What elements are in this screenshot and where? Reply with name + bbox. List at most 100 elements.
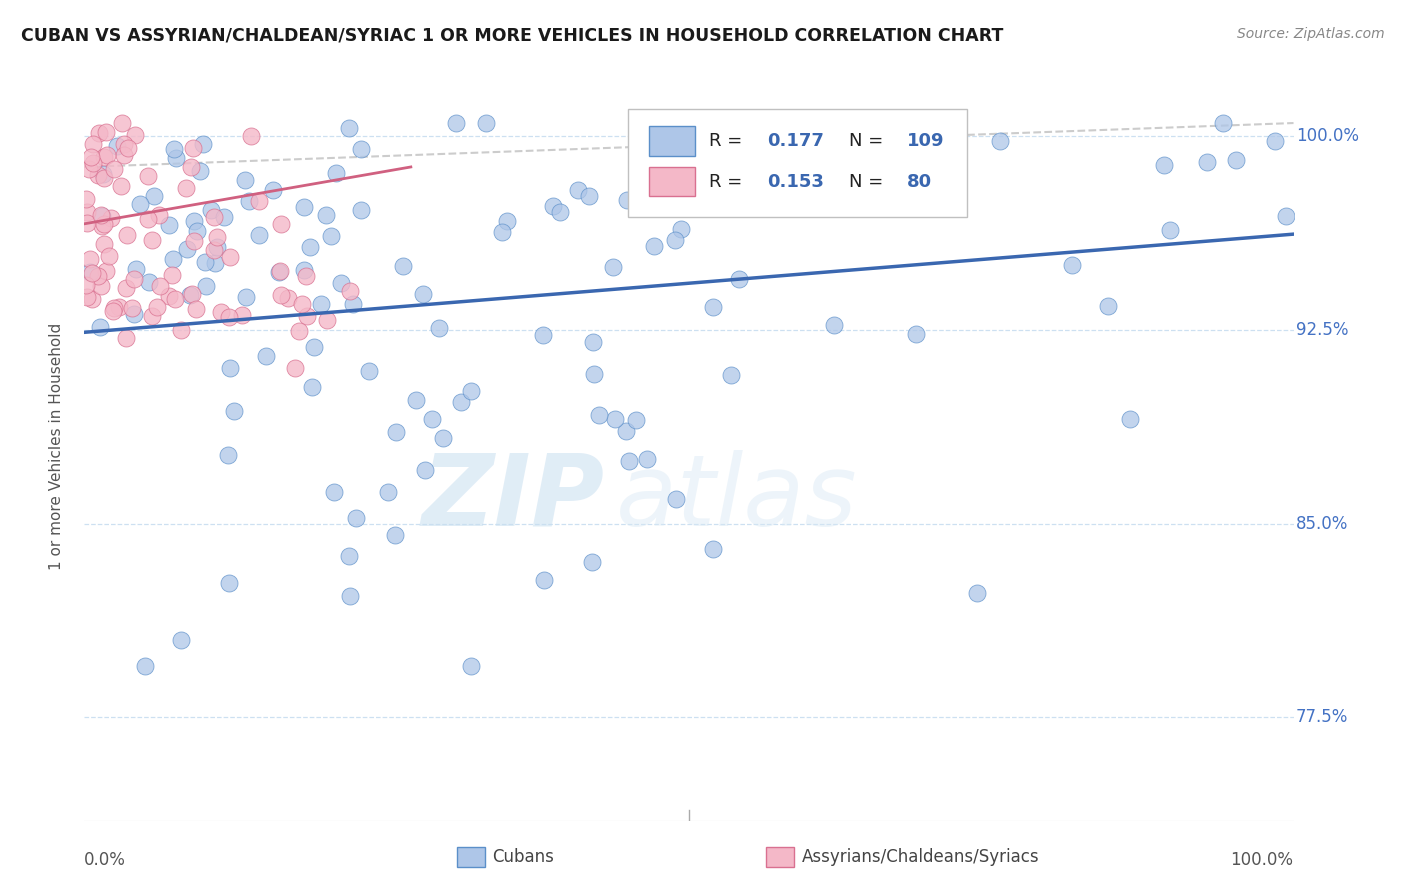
Point: [337, 120, 360, 135]
Point: [247, 194, 270, 209]
Point: [339, 589, 361, 603]
Point: [205, 239, 228, 253]
Point: [76, 290, 98, 304]
Text: 0.177: 0.177: [768, 132, 824, 150]
Point: [664, 162, 686, 177]
Point: [218, 250, 240, 264]
Point: [112, 136, 135, 151]
Point: [1153, 158, 1175, 172]
Point: [209, 304, 232, 318]
Point: [988, 135, 1011, 149]
Point: [93, 218, 115, 232]
Point: [412, 286, 434, 301]
Point: [183, 235, 205, 249]
Point: [384, 425, 406, 439]
Point: [846, 116, 869, 130]
Point: [93, 170, 115, 185]
Point: [339, 284, 361, 298]
Point: [218, 361, 240, 376]
Point: [103, 162, 125, 177]
Text: Cubans: Cubans: [492, 848, 554, 866]
Point: [309, 297, 332, 311]
Point: [87, 168, 110, 182]
Point: [176, 242, 198, 256]
Point: [578, 188, 600, 202]
Point: [384, 527, 406, 541]
Point: [82, 156, 104, 170]
Point: [460, 658, 482, 673]
Point: [1118, 412, 1140, 426]
Text: CUBAN VS ASSYRIAN/CHALDEAN/SYRIAC 1 OR MORE VEHICLES IN HOUSEHOLD CORRELATION CH: CUBAN VS ASSYRIAN/CHALDEAN/SYRIAC 1 OR M…: [21, 27, 1004, 45]
Point: [602, 260, 624, 275]
Point: [105, 139, 128, 153]
Point: [179, 288, 201, 302]
Point: [162, 252, 184, 266]
Text: 85.0%: 85.0%: [1296, 515, 1348, 533]
Point: [291, 297, 314, 311]
Point: [636, 451, 658, 466]
Point: [432, 431, 454, 445]
Y-axis label: 1 or more Vehicles in Household: 1 or more Vehicles in Household: [49, 322, 63, 570]
Point: [93, 150, 115, 164]
Point: [94, 264, 117, 278]
Point: [115, 228, 138, 243]
Point: [1275, 209, 1298, 223]
Point: [323, 484, 346, 499]
Point: [702, 542, 724, 557]
Text: R =: R =: [710, 172, 748, 191]
Point: [1264, 134, 1286, 148]
Point: [302, 340, 325, 354]
Text: Assyrians/Chaldeans/Syriacs: Assyrians/Chaldeans/Syriacs: [801, 848, 1039, 866]
Point: [301, 380, 323, 394]
Point: [141, 309, 163, 323]
Point: [96, 148, 118, 162]
Point: [93, 237, 115, 252]
Point: [270, 287, 292, 301]
Point: [664, 233, 686, 247]
Point: [235, 290, 257, 304]
Point: [1197, 155, 1219, 169]
Point: [75, 192, 97, 206]
Point: [238, 194, 260, 209]
Text: 0.0%: 0.0%: [84, 851, 127, 869]
Point: [184, 302, 207, 317]
Point: [188, 164, 211, 178]
Point: [80, 266, 103, 280]
Point: [541, 199, 564, 213]
Point: [125, 262, 148, 277]
Point: [157, 218, 180, 232]
Point: [90, 208, 112, 222]
Point: [344, 511, 367, 525]
Point: [531, 327, 554, 342]
Point: [200, 202, 222, 217]
Point: [194, 254, 217, 268]
Point: [267, 265, 290, 279]
Point: [183, 214, 205, 228]
Point: [143, 189, 166, 203]
Point: [218, 576, 240, 591]
Point: [181, 141, 204, 155]
Point: [111, 116, 134, 130]
Point: [87, 126, 110, 140]
Text: N =: N =: [849, 172, 889, 191]
Point: [103, 301, 125, 315]
Point: [904, 327, 927, 342]
Point: [89, 319, 111, 334]
Point: [321, 229, 343, 244]
Text: 0.153: 0.153: [768, 172, 824, 191]
Point: [79, 252, 101, 266]
Point: [567, 183, 589, 197]
Point: [163, 142, 186, 156]
Point: [605, 412, 627, 426]
Point: [91, 219, 114, 233]
Point: [121, 301, 143, 315]
Point: [886, 116, 908, 130]
Point: [76, 277, 98, 292]
Point: [614, 424, 637, 438]
Point: [626, 412, 648, 426]
Point: [141, 233, 163, 247]
Point: [233, 173, 256, 187]
Point: [533, 574, 555, 588]
Point: [91, 167, 114, 181]
Point: [217, 448, 239, 462]
